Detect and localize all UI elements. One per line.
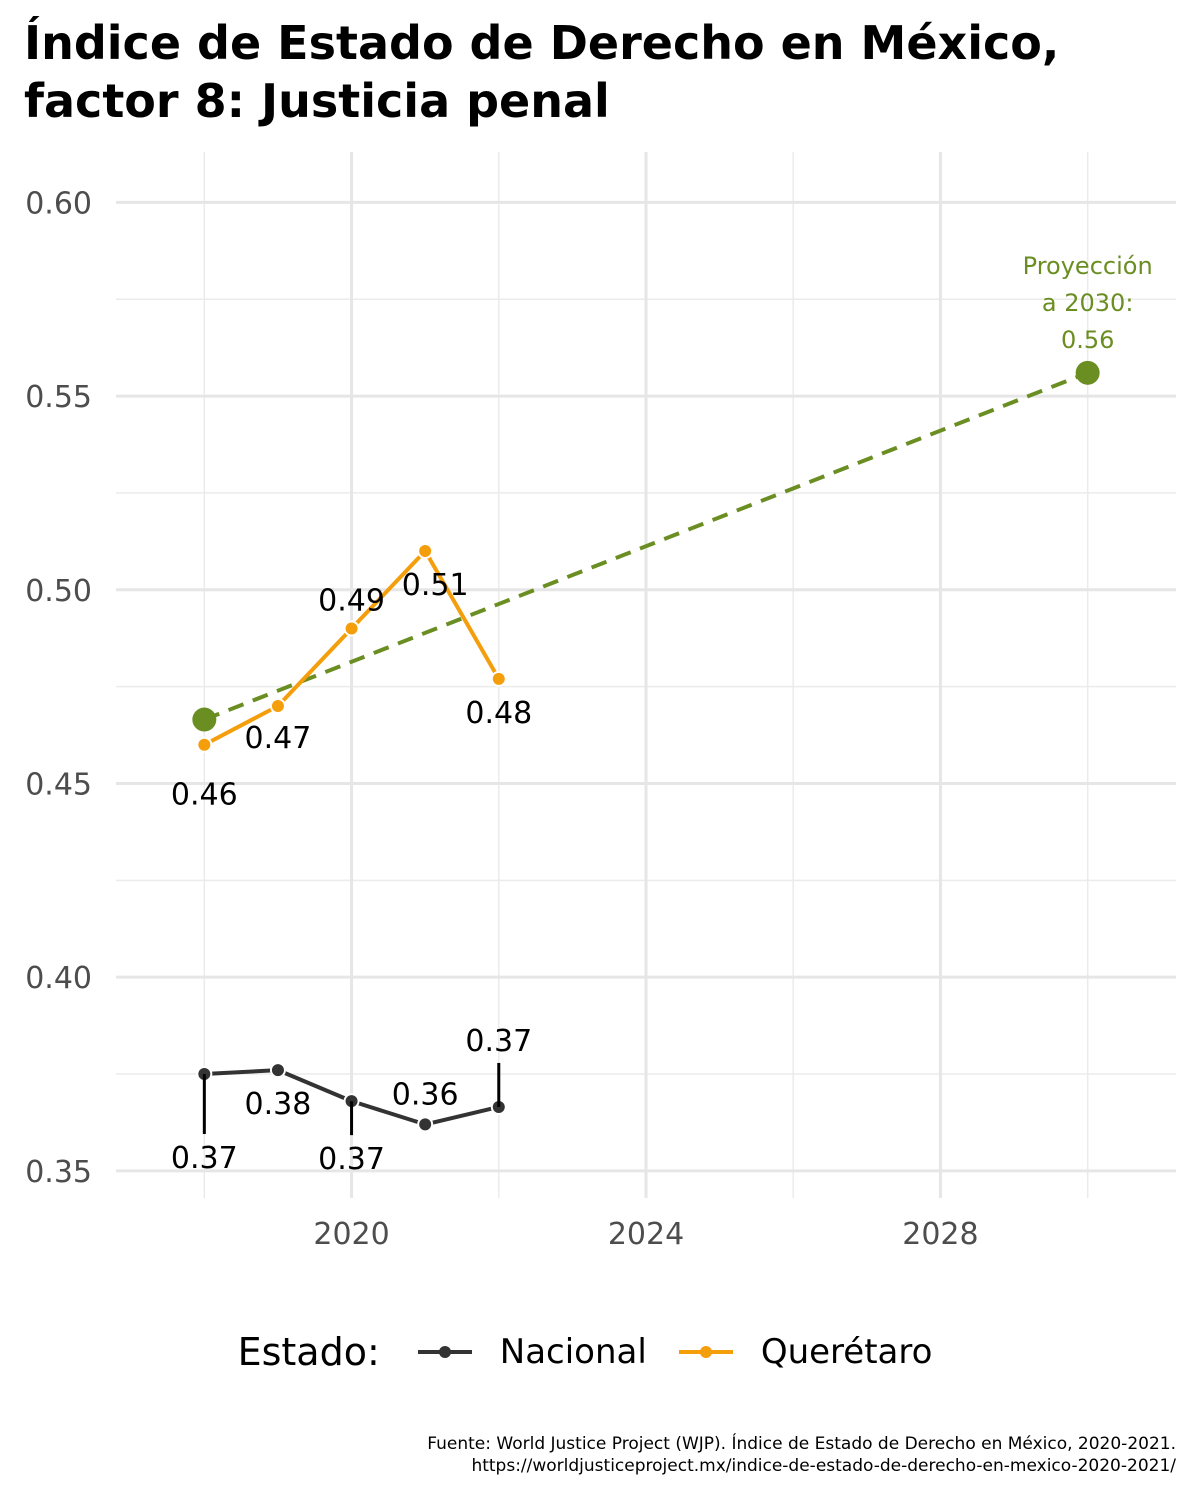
source-caption-line-1: Fuente: World Justice Project (WJP). Índ… <box>427 1434 1176 1454</box>
y-tick-label: 0.35 <box>25 1155 92 1190</box>
data-label-nacional: 0.37 <box>171 1141 238 1176</box>
data-point-nacional <box>269 1062 286 1079</box>
data-label-nacional: 0.38 <box>245 1087 312 1122</box>
data-label-queretaro: 0.48 <box>465 696 532 731</box>
chart-title-line-1: Índice de Estado de Derecho en México, <box>24 16 1060 70</box>
x-tick-label: 2024 <box>608 1217 684 1252</box>
data-point-queretaro <box>196 736 213 753</box>
data-label-queretaro: 0.51 <box>402 568 469 603</box>
data-label-queretaro: 0.46 <box>171 778 238 813</box>
legend-item-nacional: Nacional <box>416 1332 647 1372</box>
legend: Estado: Nacional Querétaro <box>0 1330 1200 1374</box>
projection-annotation: a 2030: <box>1042 289 1134 317</box>
data-label-queretaro: 0.49 <box>318 584 385 619</box>
data-label-nacional: 0.36 <box>392 1077 459 1112</box>
data-point-queretaro <box>490 670 507 687</box>
legend-key-nacional <box>417 1346 472 1358</box>
data-point-queretaro <box>417 543 434 560</box>
projection-line <box>203 370 1089 722</box>
source-caption-line-2: https://worldjusticeproject.mx/indice-de… <box>471 1456 1176 1476</box>
y-tick-label: 0.60 <box>25 186 92 221</box>
x-tick-label: 2028 <box>902 1217 978 1252</box>
x-tick-label: 2020 <box>313 1217 389 1252</box>
y-tick-label: 0.40 <box>25 961 92 996</box>
chart-plot: 0.35 0.40 0.45 0.50 0.55 0.60 2020 2024 2028 0.37… <box>25 152 1176 1252</box>
legend-item-queretaro: Querétaro <box>677 1332 933 1372</box>
y-tick-label: 0.55 <box>25 380 92 415</box>
projection-annotation: 0.56 <box>1061 326 1114 354</box>
data-label-nacional: 0.37 <box>318 1142 385 1177</box>
projection-end-point <box>1075 360 1100 385</box>
legend-label-queretaro: Querétaro <box>760 1332 933 1372</box>
chart-title: Índice de Estado de Derecho en México, f… <box>24 14 1174 130</box>
data-point-queretaro <box>269 697 286 714</box>
projection-annotation: Proyección <box>1023 252 1153 280</box>
data-point-queretaro <box>343 620 360 637</box>
data-point-nacional <box>417 1116 434 1133</box>
y-tick-label: 0.50 <box>25 574 92 609</box>
legend-key-queretaro <box>678 1346 733 1358</box>
projection-start-point <box>192 707 217 732</box>
source-caption: Fuente: World Justice Project (WJP). Índ… <box>427 1433 1176 1477</box>
chart-title-line-2: factor 8: Justicia penal <box>24 74 610 128</box>
data-label-nacional: 0.37 <box>465 1024 532 1059</box>
y-tick-label: 0.45 <box>25 767 92 802</box>
data-label-queretaro: 0.47 <box>245 721 312 756</box>
legend-label-nacional: Nacional <box>499 1332 647 1372</box>
legend-title: Estado: <box>237 1330 380 1374</box>
